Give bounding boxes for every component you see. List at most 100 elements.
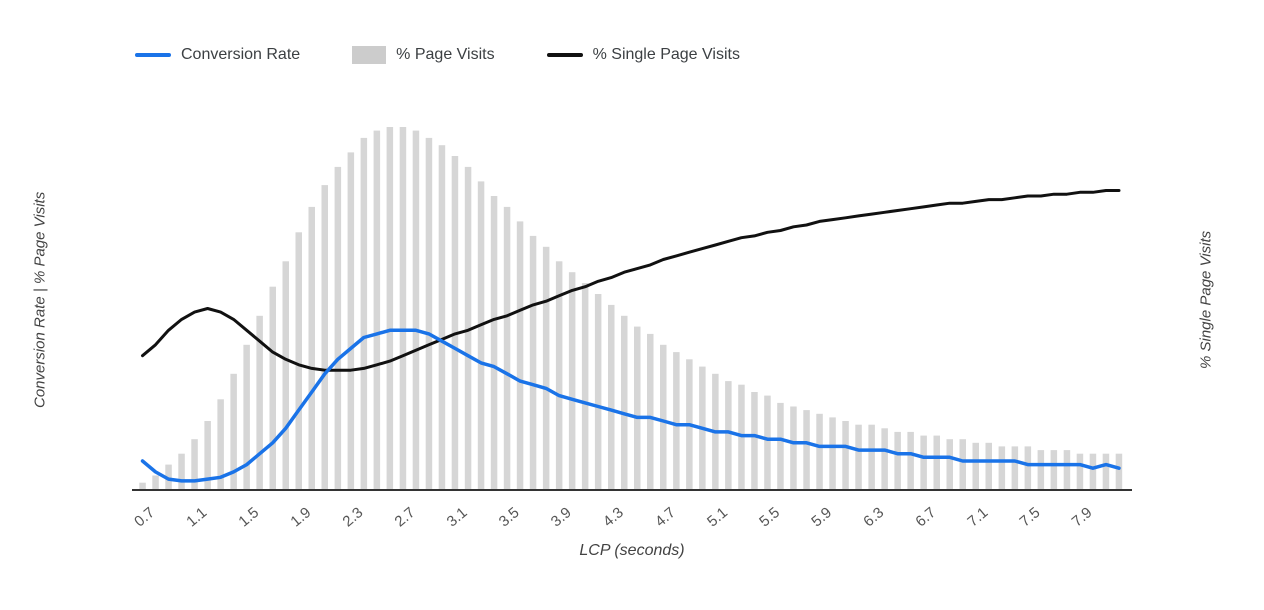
- x-tick-label: 5.5: [756, 504, 783, 530]
- page-visits-bar: [946, 439, 953, 490]
- x-tick-label: 2.3: [340, 504, 367, 530]
- page-visits-bar: [282, 261, 289, 490]
- page-visits-bar: [959, 439, 966, 490]
- page-visits-bar: [764, 395, 771, 490]
- page-visits-bar: [751, 392, 758, 490]
- page-visits-bar: [334, 166, 342, 490]
- page-visits-bar: [972, 442, 979, 490]
- page-visits-bar: [360, 137, 368, 490]
- page-visits-bar: [139, 482, 146, 490]
- page-visits-bar: [725, 381, 732, 490]
- page-visits-bar: [907, 431, 914, 490]
- page-visits-bar: [816, 413, 823, 490]
- page-visits-bar: [594, 294, 602, 490]
- page-visits-bar: [1089, 453, 1097, 490]
- page-visits-bar: [568, 272, 576, 490]
- x-tick-label: 7.1: [964, 504, 991, 530]
- legend-item-page-visits: % Page Visits: [352, 46, 495, 64]
- page-visits-bar: [555, 261, 563, 490]
- x-tick-label: 6.7: [912, 504, 939, 530]
- right-y-axis-title: % Single Page Visits: [1197, 230, 1215, 370]
- page-visits-bar: [152, 475, 159, 490]
- x-tick-label: 7.9: [1069, 504, 1096, 530]
- legend-label-conversion-rate: Conversion Rate: [181, 46, 301, 63]
- page-visits-bar: [634, 326, 641, 490]
- legend-label-page-visits: % Page Visits: [396, 46, 495, 63]
- legend-item-single-page-visits: % Single Page Visits: [546, 46, 740, 64]
- page-visits-bar: [1076, 453, 1084, 490]
- single-page-visits-line-swatch: [546, 53, 583, 57]
- page-visits-bar: [608, 304, 615, 490]
- legend-item-conversion-rate: Conversion Rate: [135, 46, 300, 64]
- page-visits-bar: [1050, 450, 1058, 490]
- x-axis-title: LCP (seconds): [579, 542, 685, 559]
- page-visits-bar: [542, 246, 550, 490]
- x-tick-label: 3.1: [444, 504, 471, 530]
- page-visits-bar: [829, 417, 836, 490]
- x-tick-label: 1.5: [235, 504, 262, 530]
- page-visits-bar: [621, 315, 628, 490]
- page-visits-bar: [881, 428, 888, 490]
- page-visits-bar: [1063, 450, 1071, 490]
- page-visits-bar: [998, 446, 1006, 490]
- x-tick-label: 4.7: [652, 504, 679, 530]
- page-visits-bar: [308, 206, 315, 490]
- page-visits-bar: [933, 435, 940, 490]
- page-visits-bar: [412, 130, 420, 490]
- page-visits-bar-swatch: [352, 46, 387, 64]
- page-visits-bar: [386, 127, 394, 490]
- page-visits-bar: [217, 399, 224, 491]
- legend: Conversion Rate % Page Visits % Single P…: [135, 46, 740, 64]
- page-visits-bar: [920, 435, 927, 490]
- page-visits-bar: [399, 127, 407, 490]
- page-visits-bar: [490, 196, 498, 490]
- x-tick-label: 5.9: [808, 504, 835, 530]
- page-visits-bar: [191, 439, 198, 490]
- x-tick-label: 4.3: [600, 504, 627, 530]
- page-visits-bar: [347, 152, 355, 490]
- page-visits-bar: [777, 402, 784, 490]
- page-visits-bar: [985, 442, 992, 490]
- x-tick-label: 1.1: [183, 504, 210, 530]
- single-page-visits-line: [141, 189, 1121, 372]
- page-visits-bar: [503, 206, 511, 490]
- legend-label-single-page-visits: % Single Page Visits: [592, 46, 740, 63]
- page-visits-bar: [438, 145, 446, 490]
- conversion-rate-line-swatch: [135, 53, 171, 57]
- page-visits-bar: [790, 406, 797, 490]
- page-visits-bar: [204, 421, 211, 490]
- page-visits-bar: [516, 221, 524, 490]
- page-visits-bar: [321, 185, 328, 490]
- page-visits-bar: [230, 373, 237, 490]
- left-y-axis-title: Conversion Rate | % Page Visits: [31, 191, 49, 409]
- conversion-rate-line: [140, 328, 1121, 483]
- page-visits-bar: [868, 424, 875, 490]
- x-tick-label: 2.7: [392, 504, 419, 530]
- page-visits-bar: [243, 344, 250, 490]
- page-visits-bar: [855, 424, 862, 490]
- x-tick-label: 7.5: [1017, 504, 1044, 530]
- page-visits-bar: [178, 453, 185, 490]
- page-visits-bar: [1011, 446, 1019, 490]
- x-tick-label: 6.3: [860, 504, 887, 530]
- page-visits-bar: [451, 156, 459, 490]
- x-tick-label: 1.9: [287, 504, 314, 530]
- page-visits-bar: [269, 286, 276, 490]
- x-tick-label: 3.5: [496, 504, 523, 530]
- page-visits-bar: [464, 166, 472, 490]
- page-visits-bar: [581, 283, 589, 490]
- page-visits-bar: [647, 333, 654, 490]
- page-visits-bar: [373, 130, 381, 490]
- page-visits-bar: [660, 344, 667, 490]
- page-visits-bar: [803, 410, 810, 490]
- page-visits-bar: [295, 232, 302, 491]
- page-visits-bar: [529, 235, 537, 490]
- page-visits-bar: [842, 421, 849, 490]
- page-visits-bar: [425, 137, 433, 490]
- x-tick-label: 0.7: [131, 504, 158, 530]
- page-visits-bar: [894, 431, 901, 490]
- page-visits-bar: [477, 181, 485, 490]
- x-tick-label: 3.9: [548, 504, 575, 530]
